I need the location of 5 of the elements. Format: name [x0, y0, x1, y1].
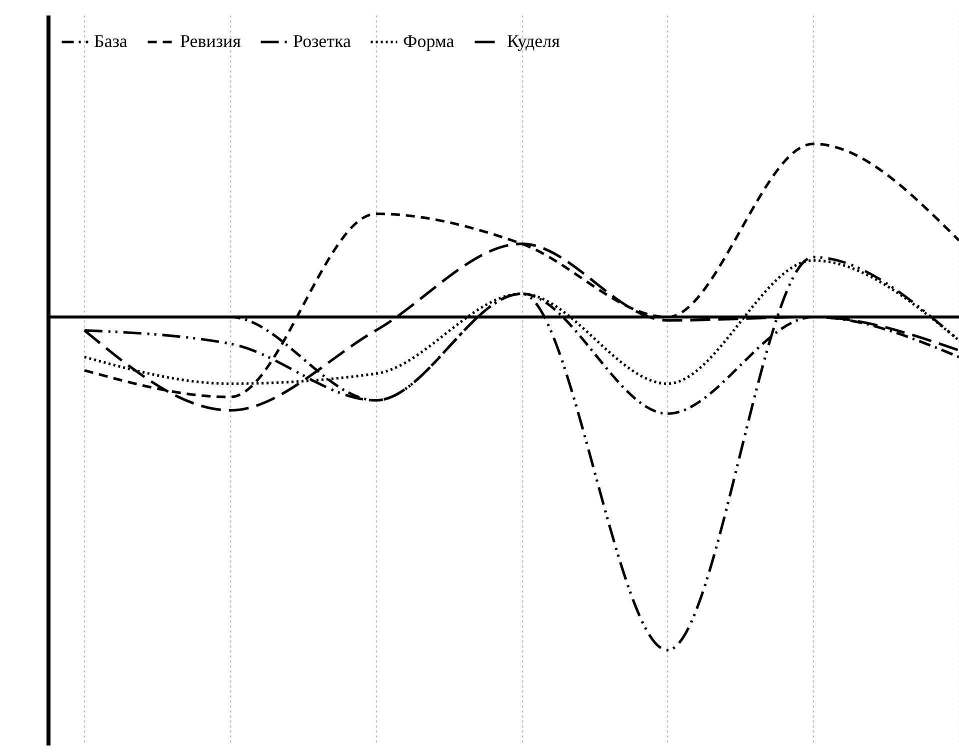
legend-label: Розетка — [293, 31, 351, 51]
legend-label: Ревизия — [180, 31, 241, 51]
legend-label: Куделя — [507, 31, 560, 51]
legend-label: База — [94, 31, 128, 51]
legend-label: Форма — [403, 31, 454, 51]
